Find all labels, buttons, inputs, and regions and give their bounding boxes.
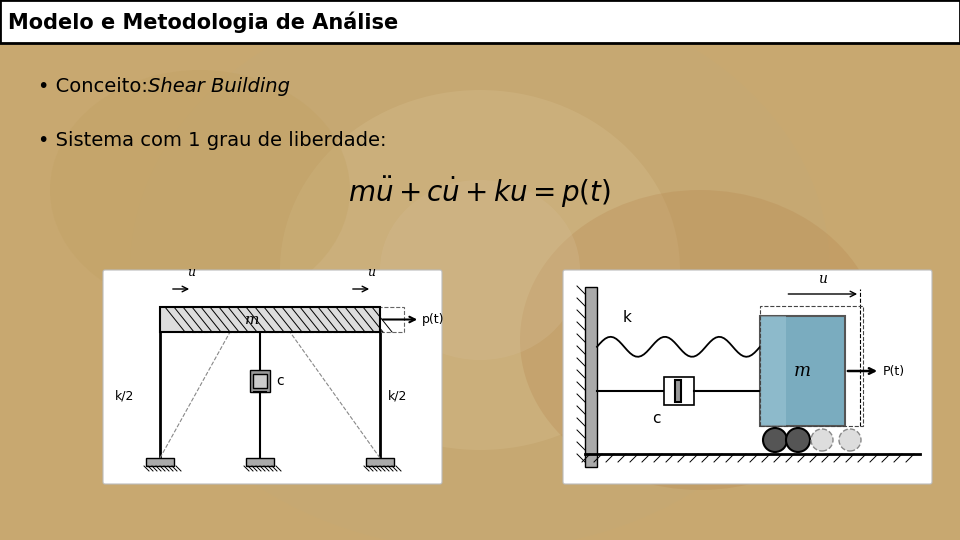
Text: p(t): p(t) <box>422 313 444 326</box>
Text: c: c <box>276 374 283 388</box>
Circle shape <box>763 428 787 452</box>
Text: c: c <box>652 411 660 426</box>
Bar <box>180 307 404 332</box>
Text: $m\ddot{u} + c\dot{u} + ku = p(t)$: $m\ddot{u} + c\dot{u} + ku = p(t)$ <box>348 174 612 210</box>
Text: P(t): P(t) <box>883 364 905 377</box>
Text: u: u <box>818 272 828 286</box>
Ellipse shape <box>50 70 350 310</box>
Bar <box>246 458 274 466</box>
Text: • Conceito:: • Conceito: <box>38 78 155 97</box>
Ellipse shape <box>380 180 580 360</box>
Text: k: k <box>623 310 632 325</box>
Bar <box>253 374 267 388</box>
Bar <box>760 316 785 426</box>
Text: Shear Building: Shear Building <box>148 78 290 97</box>
Text: • Sistema com 1 grau de liberdade:: • Sistema com 1 grau de liberdade: <box>38 131 387 150</box>
Bar <box>146 458 174 466</box>
Bar <box>585 287 597 467</box>
Bar <box>366 458 394 466</box>
Ellipse shape <box>520 190 880 490</box>
Bar <box>663 377 693 405</box>
Text: k/2: k/2 <box>115 389 134 402</box>
Bar <box>760 306 863 426</box>
Bar <box>160 307 380 332</box>
Circle shape <box>839 429 861 451</box>
Bar <box>760 316 845 426</box>
Circle shape <box>786 428 810 452</box>
Text: m: m <box>794 362 811 380</box>
Bar <box>250 370 270 392</box>
Text: k/2: k/2 <box>388 389 407 402</box>
Text: Modelo e Metodologia de Análise: Modelo e Metodologia de Análise <box>8 11 398 33</box>
FancyBboxPatch shape <box>103 270 442 484</box>
Bar <box>0 0 960 43</box>
Bar <box>675 380 681 402</box>
Ellipse shape <box>280 90 680 450</box>
Text: u: u <box>187 266 195 279</box>
Circle shape <box>811 429 833 451</box>
Text: m: m <box>245 313 259 327</box>
Ellipse shape <box>130 0 830 540</box>
Text: u: u <box>367 266 375 279</box>
FancyBboxPatch shape <box>563 270 932 484</box>
